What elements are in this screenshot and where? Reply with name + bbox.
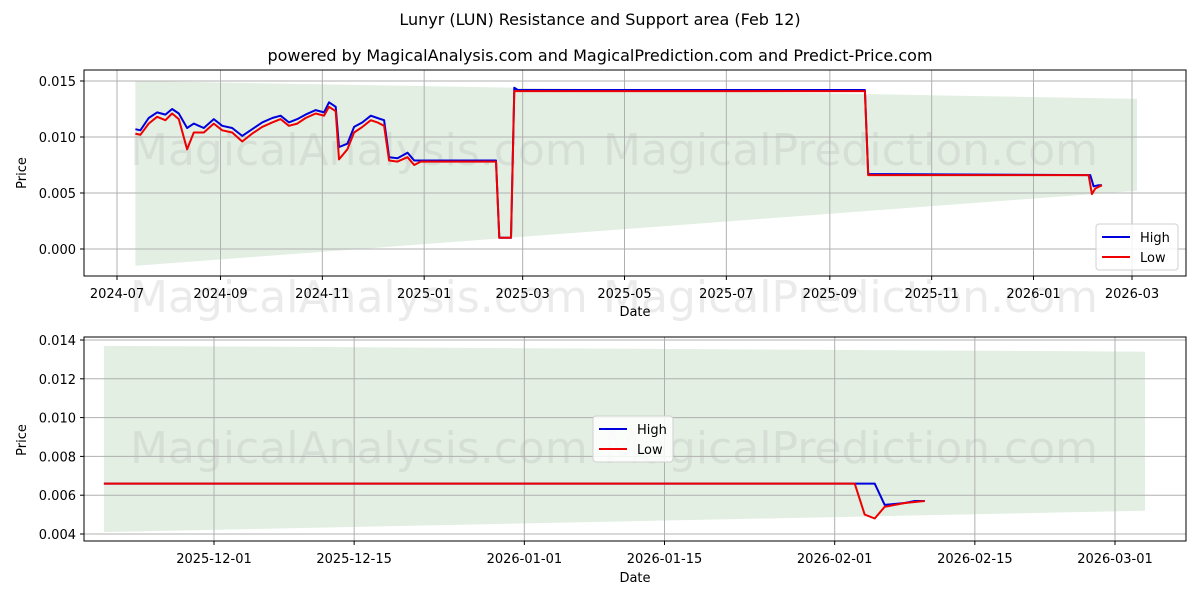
- x-tick-label: 2026-03-01: [1077, 552, 1153, 567]
- y-tick-label: 0.012: [39, 373, 76, 388]
- x-tick-label: 2026-01-15: [627, 552, 703, 567]
- y-axis-label: Price: [15, 157, 30, 189]
- x-tick-label: 2025-12-15: [316, 552, 392, 567]
- legend-label-low: Low: [637, 443, 663, 458]
- y-tick-label: 0.010: [39, 412, 76, 427]
- axes-frame: [83, 336, 1187, 542]
- x-tick-label: 2025-12-01: [176, 552, 252, 567]
- y-tick-label: 0.004: [39, 528, 76, 543]
- y-tick-label: 0.015: [39, 75, 76, 90]
- axes-frame: [83, 69, 1187, 277]
- x-tick-label: 2026-03: [1105, 287, 1159, 302]
- watermark: MagicalAnalysis.com: [130, 423, 588, 474]
- legend: High Low: [592, 415, 674, 463]
- watermark: MagicalPrediction.com: [603, 272, 1098, 323]
- x-tick-label: 2026-01: [1006, 287, 1060, 302]
- watermark: MagicalPrediction.com: [603, 125, 1098, 176]
- chart-title: Lunyr (LUN) Resistance and Support area …: [399, 10, 801, 29]
- x-axis-label: Date: [619, 305, 650, 320]
- watermark: MagicalAnalysis.com: [130, 272, 588, 323]
- x-tick-label: 2026-02-15: [937, 552, 1013, 567]
- x-tick-label: 2025-01: [397, 287, 451, 302]
- y-tick-label: 0.010: [39, 131, 76, 146]
- y-axis-label: Price: [15, 424, 30, 456]
- x-tick-label: 2025-05: [597, 287, 651, 302]
- watermark: MagicalAnalysis.com: [130, 125, 588, 176]
- legend: High Low: [1095, 223, 1179, 271]
- y-tick-label: 0.014: [39, 334, 76, 349]
- y-tick-label: 0.000: [39, 243, 76, 258]
- x-tick-label: 2024-11: [295, 287, 349, 302]
- subplot-1: MagicalAnalysis.com MagicalPrediction.com…: [15, 69, 1187, 323]
- y-tick-label: 0.005: [39, 187, 76, 202]
- x-tick-label: 2025-09: [803, 287, 857, 302]
- series-low-line: [135, 90, 1103, 239]
- x-tick-label: 2026-02-01: [797, 552, 873, 567]
- x-tick-label: 2026-01-01: [487, 552, 563, 567]
- x-tick-label: 2025-11: [905, 287, 959, 302]
- legend-label-low: Low: [1140, 251, 1166, 266]
- subplot-2: MagicalAnalysis.com MagicalPrediction.com…: [15, 334, 1187, 586]
- legend-label-high: High: [1140, 231, 1170, 246]
- watermark: MagicalPrediction.com: [603, 423, 1098, 474]
- series-low-line: [103, 482, 925, 520]
- y-tick-label: 0.006: [39, 489, 76, 504]
- legend-label-high: High: [637, 423, 667, 438]
- x-tick-label: 2024-09: [193, 287, 247, 302]
- x-axis-label: Date: [619, 571, 650, 586]
- y-tick-label: 0.008: [39, 450, 76, 465]
- chart-subtitle: powered by MagicalAnalysis.com and Magic…: [267, 46, 933, 65]
- x-tick-label: 2025-03: [496, 287, 550, 302]
- x-tick-label: 2025-07: [699, 287, 753, 302]
- x-tick-label: 2024-07: [90, 287, 144, 302]
